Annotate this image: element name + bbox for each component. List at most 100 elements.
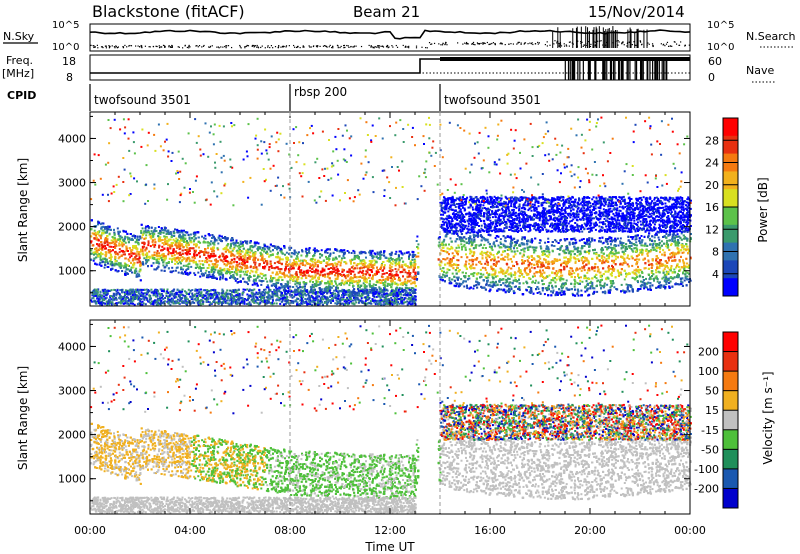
velocity-cell bbox=[503, 462, 506, 465]
power-cell bbox=[259, 272, 262, 275]
power-cell bbox=[216, 264, 219, 267]
velocity-cell bbox=[576, 458, 579, 461]
velocity-cell bbox=[446, 475, 449, 477]
power-cell bbox=[493, 241, 496, 244]
velocity-cell bbox=[626, 489, 629, 492]
velocity-cell bbox=[644, 470, 647, 473]
power-cell bbox=[650, 272, 653, 274]
velocity-cell bbox=[321, 471, 324, 474]
power-cell bbox=[221, 277, 224, 280]
velocity-cell bbox=[572, 454, 575, 456]
velocity-cell bbox=[118, 438, 121, 441]
power-cell bbox=[661, 263, 664, 266]
velocity-cell bbox=[311, 464, 314, 467]
velocity-cell bbox=[254, 483, 257, 486]
power-cell bbox=[530, 266, 533, 269]
power-cell bbox=[629, 240, 631, 243]
velocity-cell bbox=[255, 486, 258, 489]
power-cell bbox=[669, 280, 672, 283]
power-cell bbox=[207, 247, 209, 250]
velocity-cell bbox=[233, 445, 236, 448]
power-cell bbox=[277, 277, 280, 280]
velocity-cell bbox=[516, 453, 519, 456]
velocity-cell bbox=[599, 478, 602, 481]
power-cell bbox=[680, 280, 683, 283]
power-cell bbox=[144, 229, 147, 232]
power-cell bbox=[177, 262, 180, 265]
velocity-cell bbox=[491, 473, 494, 475]
power-cell bbox=[393, 278, 396, 280]
velocity-cell bbox=[162, 468, 165, 470]
velocity-cell bbox=[138, 478, 141, 481]
velocity-cell bbox=[609, 443, 612, 446]
velocity-cell bbox=[144, 433, 147, 436]
power-cell bbox=[285, 251, 288, 254]
power-cell bbox=[105, 253, 108, 256]
velocity-cell bbox=[417, 447, 420, 449]
power-cell bbox=[465, 237, 468, 240]
power-cell bbox=[309, 279, 312, 282]
power-cell bbox=[397, 253, 400, 256]
power-cell bbox=[350, 252, 353, 254]
velocity-cell bbox=[180, 466, 182, 468]
velocity-cell bbox=[620, 487, 623, 490]
power-cell bbox=[104, 259, 107, 262]
velocity-cell bbox=[477, 475, 480, 478]
power-cell bbox=[123, 250, 126, 253]
velocity-cell bbox=[487, 444, 490, 447]
power-cell bbox=[115, 260, 118, 263]
power-cell bbox=[547, 237, 550, 240]
velocity-cell bbox=[214, 472, 217, 475]
power-cell bbox=[677, 272, 679, 275]
power-cell bbox=[127, 258, 130, 261]
velocity-cell bbox=[124, 445, 127, 448]
power-cell bbox=[174, 228, 176, 231]
power-cell bbox=[547, 255, 550, 258]
velocity-cell bbox=[576, 485, 579, 488]
power-cell bbox=[673, 254, 676, 257]
velocity-cell bbox=[383, 469, 386, 472]
power-cell bbox=[394, 282, 397, 285]
velocity-cell bbox=[613, 463, 616, 466]
power-cell bbox=[155, 261, 158, 264]
velocity-cell bbox=[568, 445, 571, 448]
power-cell bbox=[678, 235, 681, 238]
velocity-cell bbox=[574, 461, 577, 464]
power-cell bbox=[269, 275, 272, 278]
power-cell bbox=[620, 283, 623, 286]
velocity-cell bbox=[184, 476, 187, 479]
power-cell bbox=[633, 269, 636, 272]
velocity-cell bbox=[236, 448, 239, 451]
power-cell bbox=[222, 275, 225, 278]
velocity-cell bbox=[528, 465, 531, 468]
velocity-cell bbox=[497, 464, 500, 466]
velocity-cell bbox=[460, 459, 463, 462]
velocity-cell bbox=[132, 461, 135, 464]
velocity-cell bbox=[98, 448, 101, 451]
velocity-cell bbox=[529, 473, 532, 476]
velocity-cell bbox=[487, 464, 489, 467]
power-cell bbox=[232, 275, 235, 278]
power-cell bbox=[475, 263, 478, 266]
power-cell bbox=[377, 253, 379, 256]
power-cell bbox=[184, 273, 187, 275]
velocity-cell bbox=[543, 496, 546, 499]
power-cell bbox=[410, 265, 412, 267]
power-cell bbox=[268, 246, 271, 249]
power-cell bbox=[613, 239, 615, 242]
power-cell bbox=[639, 288, 642, 290]
power-cell bbox=[683, 279, 686, 282]
velocity-cell bbox=[583, 472, 586, 475]
velocity-cell bbox=[597, 483, 600, 486]
velocity-cell bbox=[273, 480, 276, 483]
power-cell bbox=[652, 249, 655, 251]
velocity-cell bbox=[504, 440, 507, 443]
power-cell bbox=[655, 271, 658, 274]
power-cell bbox=[499, 238, 502, 241]
velocity-cell bbox=[494, 440, 497, 443]
velocity-cell bbox=[210, 463, 213, 466]
power-cell bbox=[254, 263, 257, 266]
velocity-cell bbox=[472, 491, 475, 494]
velocity-cell bbox=[668, 472, 671, 475]
velocity-cell bbox=[247, 486, 249, 489]
